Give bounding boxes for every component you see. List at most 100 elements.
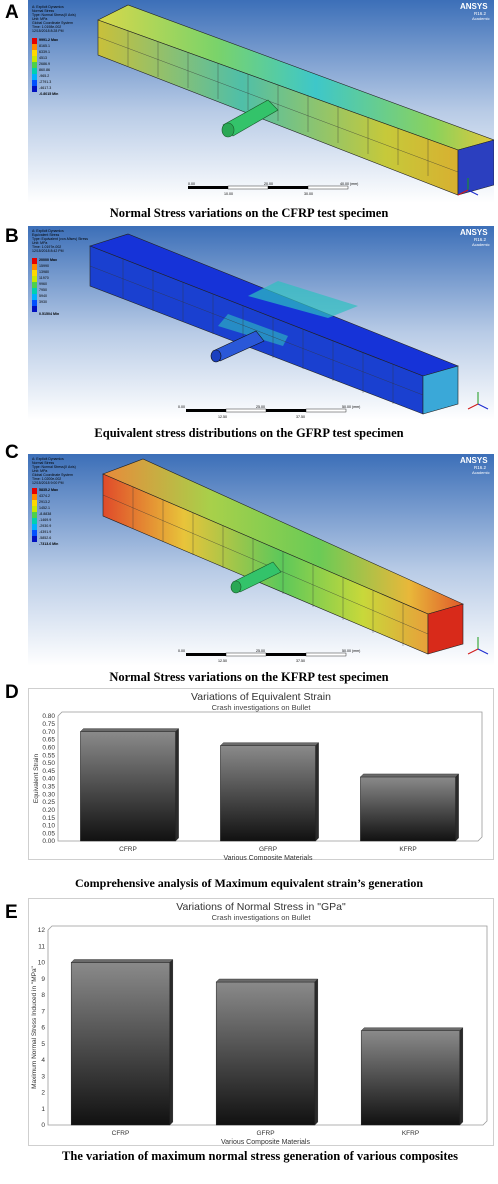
simulation-image-c: A: Explicit Dynamics Normal Stress Type:… [28, 454, 494, 666]
y-tick-label: 0.60 [42, 744, 55, 751]
svg-text:A: Explicit Dynamics: A: Explicit Dynamics [32, 229, 64, 233]
svg-text:R16.2: R16.2 [474, 11, 487, 16]
svg-text:Unit: MPa: Unit: MPa [32, 469, 47, 473]
y-tick-label: 0.45 [42, 768, 55, 775]
y-tick-label: 2 [41, 1090, 45, 1097]
svg-text:-2930.9: -2930.9 [39, 524, 51, 528]
caption-d: Comprehensive analysis of Maximum equiva… [75, 876, 423, 890]
y-tick-label: 11 [38, 943, 45, 950]
svg-text:ANSYS: ANSYS [460, 228, 488, 237]
x-tick-label: GFRP [259, 846, 277, 853]
chart-subtitle: Crash investigations on Bullet [212, 703, 312, 712]
svg-text:13980: 13980 [39, 270, 49, 274]
svg-text:R16.2: R16.2 [474, 465, 487, 470]
svg-text:Time: 1.0198e-002: Time: 1.0198e-002 [32, 25, 61, 29]
svg-text:50.00 (mm): 50.00 (mm) [342, 649, 360, 653]
y-tick-label: 9 [41, 976, 45, 983]
y-tick-label: 6 [41, 1025, 45, 1032]
svg-text:0.00: 0.00 [178, 649, 185, 653]
svg-text:Global Coordinate System: Global Coordinate System [32, 21, 73, 25]
y-tick-label: 5 [41, 1041, 45, 1048]
y-tick-label: 0.55 [42, 752, 55, 759]
bar-cfrp [70, 962, 171, 1126]
panel-letter-a: A [5, 2, 19, 23]
svg-text:37.50: 37.50 [296, 415, 305, 419]
y-tick-label: 1 [41, 1106, 45, 1113]
svg-text:10.00: 10.00 [224, 192, 233, 196]
scale-bar [186, 408, 347, 413]
y-tick-label: 0.70 [42, 729, 55, 736]
y-tick-label: 0.65 [42, 737, 55, 744]
svg-text:11970: 11970 [39, 276, 49, 280]
legend-colorbar [32, 38, 37, 92]
x-tick-label: KFRP [399, 846, 416, 853]
y-tick-label: 0.50 [42, 760, 55, 767]
svg-text:6339.1: 6339.1 [39, 50, 50, 54]
y-tick-label: 0.05 [42, 830, 55, 837]
svg-text:Academic: Academic [472, 242, 490, 247]
svg-text:-8.8838: -8.8838 [39, 512, 51, 516]
svg-text:1452.1: 1452.1 [39, 506, 50, 510]
svg-text:Type: Normal Stress(X Axis): Type: Normal Stress(X Axis) [32, 13, 76, 17]
svg-text:8165.1: 8165.1 [39, 44, 50, 48]
svg-text:12/15/2018 9:00 PM: 12/15/2018 9:00 PM [32, 481, 64, 485]
svg-text:7950: 7950 [39, 288, 47, 292]
svg-text:-965.2: -965.2 [39, 74, 49, 78]
svg-text:Equivalent Stress: Equivalent Stress [32, 233, 59, 237]
svg-text:0.00: 0.00 [188, 182, 195, 186]
svg-text:A: Explicit Dynamics: A: Explicit Dynamics [32, 457, 64, 461]
svg-text:12/15/2018 8:42 PM: 12/15/2018 8:42 PM [32, 249, 64, 253]
svg-text:25.00: 25.00 [256, 405, 265, 409]
svg-text:Global Coordinate System: Global Coordinate System [32, 473, 73, 477]
y-tick-label: 0.00 [42, 838, 55, 845]
caption-a: Normal Stress variations on the CFRP tes… [109, 206, 389, 220]
svg-text:2686.9: 2686.9 [39, 62, 50, 66]
svg-text:-5852.6: -5852.6 [39, 536, 51, 540]
axis-triad [467, 392, 489, 410]
bar-gfrp [220, 745, 316, 842]
svg-text:-1469.9: -1469.9 [39, 518, 51, 522]
bar-top-cfrp [79, 728, 180, 732]
chart-title: Variations of Normal Stress in "GPa" [176, 901, 346, 913]
svg-text:-4391.9: -4391.9 [39, 530, 51, 534]
y-tick-label: 3 [41, 1073, 45, 1080]
y-tick-label: 7 [41, 1008, 45, 1015]
caption-e: The variation of maximum normal stress g… [62, 1149, 458, 1163]
svg-text:12.50: 12.50 [218, 415, 227, 419]
svg-text:Type: Equivalent (von-Mises) S: Type: Equivalent (von-Mises) Stress [32, 237, 88, 241]
y-tick-label: 0.80 [42, 713, 55, 720]
y-axis-label: Equivalent Strain [33, 754, 40, 804]
svg-text:Time: 1.0197e-002: Time: 1.0197e-002 [32, 245, 61, 249]
y-tick-label: 0 [41, 1122, 45, 1129]
y-tick-label: 4 [41, 1057, 45, 1064]
bar-top-kfrp [360, 1027, 464, 1031]
axis-triad [467, 637, 489, 655]
x-tick-label: GFRP [256, 1130, 274, 1137]
y-tick-label: 0.30 [42, 791, 55, 798]
scale-bar [188, 185, 349, 190]
x-tick-label: CFRP [119, 846, 137, 853]
bar-side-cfrp [169, 959, 174, 1126]
svg-text:0.00: 0.00 [178, 405, 185, 409]
y-tick-label: 0.35 [42, 784, 55, 791]
bar-gfrp [215, 981, 316, 1126]
x-axis-label: Various Composite Materials [221, 1139, 310, 1146]
bar-top-kfrp [359, 773, 460, 778]
svg-text:-4617.3: -4617.3 [39, 86, 51, 90]
plot-frame [57, 711, 483, 842]
panel-letter-e: E [5, 902, 18, 923]
svg-text:-2791.3: -2791.3 [39, 80, 51, 84]
svg-text:-7313.6 Min: -7313.6 Min [39, 542, 58, 546]
bar-side-kfrp [455, 773, 459, 842]
panel-letter-c: C [5, 442, 19, 463]
svg-text:5940: 5940 [39, 294, 47, 298]
axis-triad [457, 178, 479, 196]
svg-text:860.86: 860.86 [39, 68, 50, 72]
plot-frame [47, 925, 488, 1126]
svg-text:9991.2 Max: 9991.2 Max [39, 38, 58, 42]
svg-text:25.00: 25.00 [256, 649, 265, 653]
svg-text:9960: 9960 [39, 282, 47, 286]
svg-text:Normal Stress: Normal Stress [32, 461, 54, 465]
caption-c: Normal Stress variations on the KFRP tes… [109, 670, 389, 684]
